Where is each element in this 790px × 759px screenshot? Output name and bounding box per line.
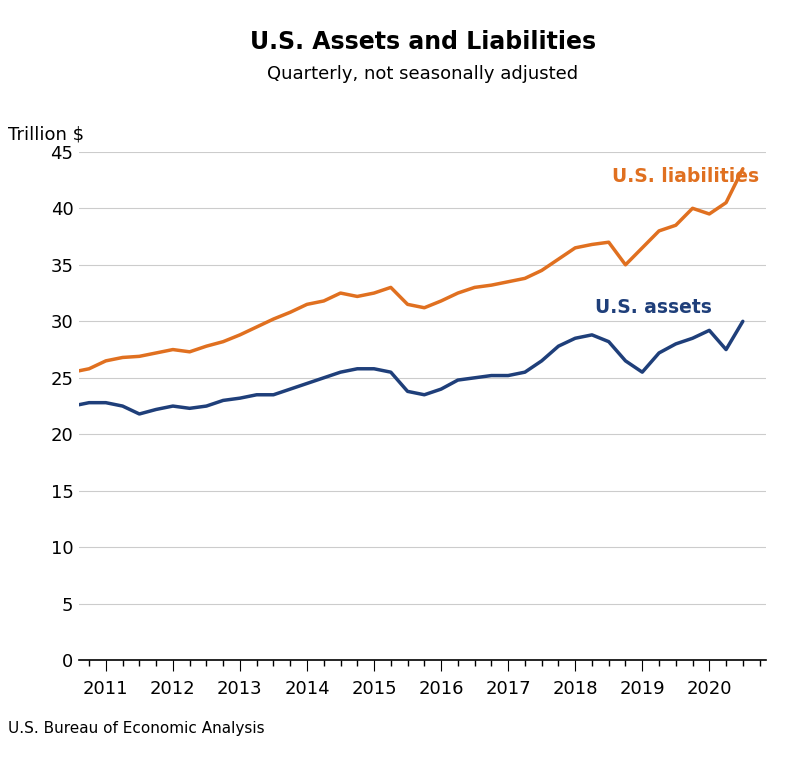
Text: U.S. assets: U.S. assets xyxy=(596,298,713,317)
Text: U.S. Assets and Liabilities: U.S. Assets and Liabilities xyxy=(250,30,596,55)
Text: Quarterly, not seasonally adjusted: Quarterly, not seasonally adjusted xyxy=(267,65,578,83)
Text: U.S. Bureau of Economic Analysis: U.S. Bureau of Economic Analysis xyxy=(8,721,265,736)
Text: U.S. liabilities: U.S. liabilities xyxy=(612,167,759,186)
Text: Trillion $: Trillion $ xyxy=(8,125,84,143)
